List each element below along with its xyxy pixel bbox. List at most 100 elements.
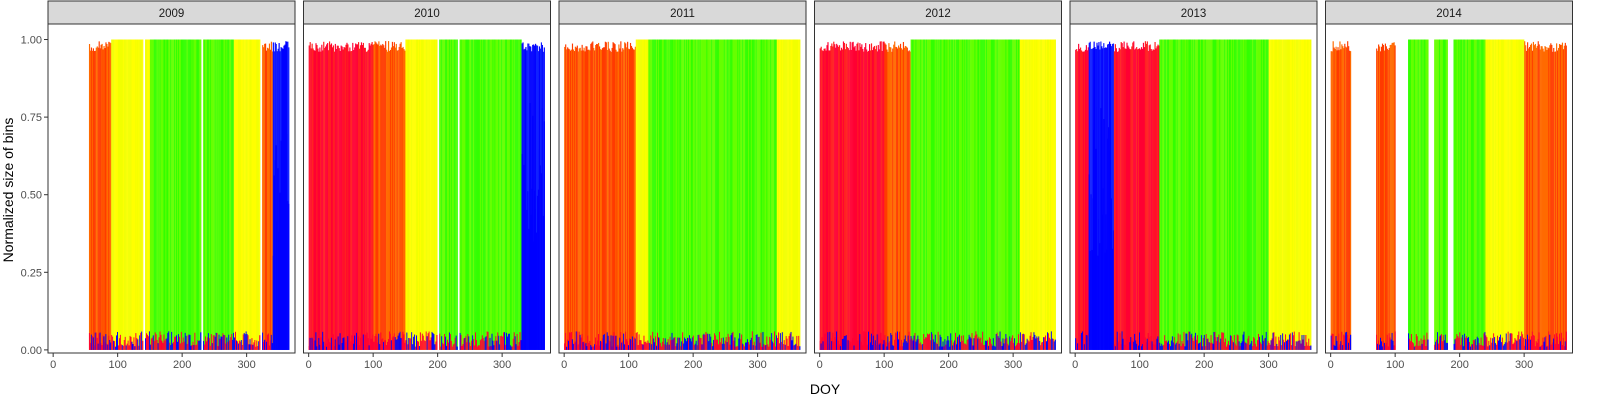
area-column (926, 39, 928, 350)
area-column-base (1130, 337, 1132, 350)
area-column (361, 45, 364, 350)
area-column-base (657, 332, 659, 350)
area-column (1478, 39, 1480, 350)
area-column (409, 39, 411, 350)
area-column-base (538, 149, 541, 350)
x-tick-label: 100 (875, 359, 893, 371)
area-column (978, 39, 980, 350)
area-column (1041, 39, 1043, 350)
area-column (508, 39, 511, 350)
area-column-base (1152, 343, 1154, 350)
area-column-base (1285, 334, 1287, 350)
area-column (609, 50, 611, 350)
area-column (404, 50, 406, 350)
area-column-base (866, 345, 868, 350)
area-column (346, 42, 348, 350)
area-column-base (274, 160, 276, 350)
area-column (656, 39, 658, 350)
area-column-base (1294, 346, 1296, 350)
area-column (331, 47, 334, 350)
area-column (654, 39, 656, 350)
area-column (1131, 46, 1133, 350)
area-column-base (168, 331, 170, 350)
area-column (197, 39, 199, 350)
area-column (1506, 39, 1508, 350)
area-column-base (386, 345, 388, 350)
area-column-base (884, 335, 886, 350)
area-column-base (628, 345, 630, 350)
area-column-base (175, 336, 177, 350)
area-column-base (1484, 331, 1486, 350)
area-column-base (1010, 341, 1012, 350)
area-column (1378, 44, 1380, 350)
area-column (755, 39, 757, 350)
area-column (134, 39, 136, 350)
area-column-base (642, 344, 644, 350)
area-column-base (193, 345, 195, 350)
area-column-base (331, 332, 334, 350)
area-column-base (608, 340, 610, 350)
area-column-base (758, 336, 760, 350)
area-column-base (222, 333, 224, 350)
area-column (422, 39, 424, 350)
area-column-base (154, 332, 156, 350)
area-column (616, 51, 618, 350)
area-column (348, 51, 350, 350)
area-column (1204, 39, 1206, 350)
area-column-base (336, 337, 338, 350)
area-column-base (990, 343, 993, 350)
area-column (1195, 39, 1197, 350)
area-column (928, 39, 931, 350)
area-column (791, 39, 793, 350)
area-column (518, 39, 520, 350)
area-column (1331, 51, 1333, 350)
area-column (1166, 39, 1168, 350)
area-column-base (1502, 345, 1505, 350)
area-column-base (868, 343, 871, 350)
area-column-base (1304, 345, 1306, 350)
area-column-base (139, 335, 141, 350)
area-column (757, 39, 759, 350)
area-column (100, 44, 102, 350)
area-column-base (1225, 338, 1227, 350)
area-column (1098, 42, 1100, 350)
area-column-base (205, 336, 207, 350)
area-column-base (574, 341, 576, 350)
area-column-base (1427, 339, 1429, 350)
area-column-base (480, 339, 483, 350)
area-column (718, 39, 721, 350)
area-column-base (1564, 341, 1566, 350)
area-column (268, 43, 271, 350)
area-column (640, 39, 642, 350)
area-column (1174, 39, 1176, 350)
area-column (642, 39, 644, 350)
area-column (1211, 39, 1213, 350)
area-column (571, 43, 574, 350)
strip-label: 2014 (1436, 8, 1462, 20)
area-column-base (321, 346, 323, 350)
x-tick-label: 200 (1450, 359, 1468, 371)
area-column (1181, 39, 1183, 350)
area-column (135, 39, 137, 350)
area-column (113, 39, 115, 350)
area-column-base (188, 334, 190, 350)
area-column (1139, 49, 1142, 350)
area-column-base (568, 340, 570, 350)
area-column-base (1038, 336, 1040, 350)
area-column-base (313, 346, 315, 350)
area-column-base (1137, 344, 1139, 350)
area-column-base (620, 332, 622, 350)
area-column (1289, 39, 1292, 350)
area-column-base (169, 342, 171, 350)
area-column (1229, 39, 1232, 350)
area-column-base (598, 345, 601, 350)
area-column-base (190, 345, 192, 350)
area-column-base (612, 335, 614, 350)
area-column (657, 39, 659, 350)
area-column (152, 39, 154, 350)
area-column (1083, 51, 1086, 350)
area-column (1295, 39, 1297, 350)
area-column (462, 39, 464, 350)
area-column-base (1242, 334, 1244, 350)
